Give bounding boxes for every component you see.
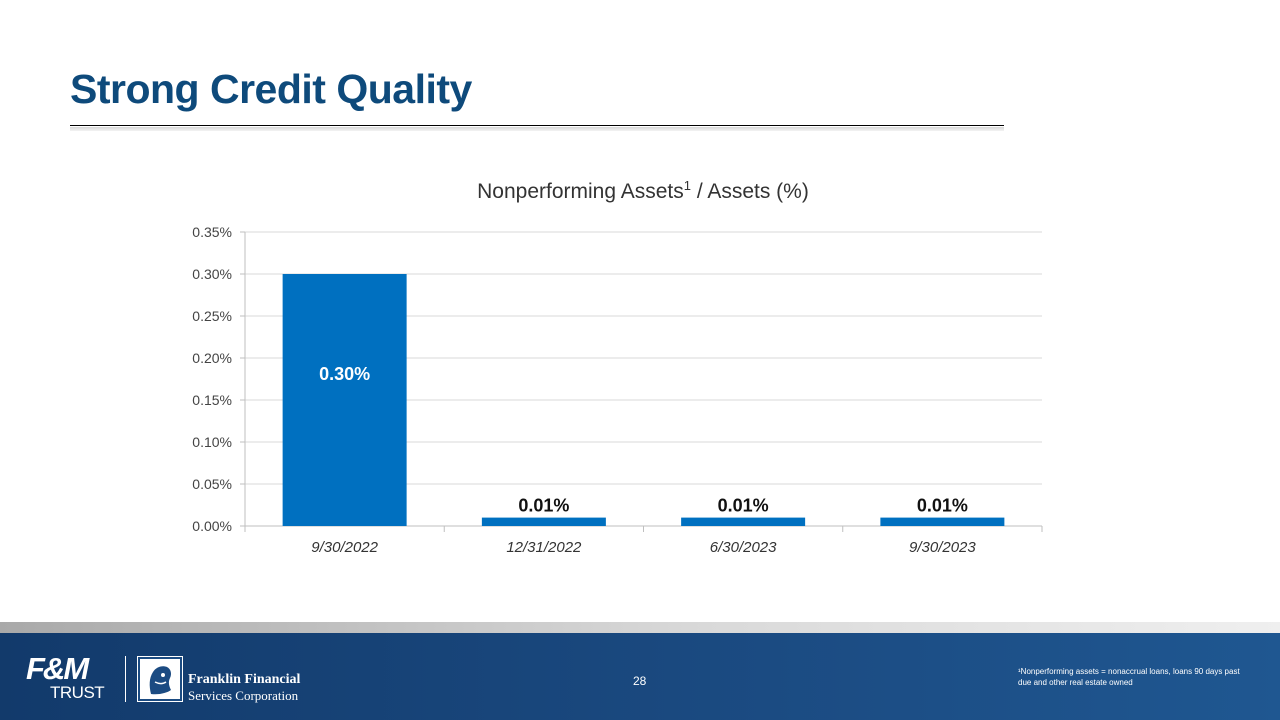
bar-12-31-2022 bbox=[481, 517, 606, 526]
ffsc-logo-text: Franklin Financial Services Corporation bbox=[188, 672, 300, 703]
y-tick-label: 0.15% bbox=[192, 392, 232, 408]
fm-trust-logo: F&M TRUST bbox=[26, 651, 116, 704]
y-tick-label: 0.10% bbox=[192, 434, 232, 450]
y-tick-label: 0.05% bbox=[192, 476, 232, 492]
footer-bar bbox=[0, 633, 1280, 720]
fm-logo-mark: F&M bbox=[26, 651, 89, 686]
data-label: 0.30% bbox=[319, 364, 370, 384]
title-underline bbox=[70, 125, 1004, 126]
data-label: 0.01% bbox=[917, 496, 968, 516]
data-label: 0.01% bbox=[518, 496, 569, 516]
page-title: Strong Credit Quality bbox=[70, 66, 472, 112]
title-underline-shadow bbox=[70, 127, 1004, 131]
ffsc-name-line1: Franklin Financial bbox=[188, 672, 301, 687]
x-tick-label: 9/30/2023 bbox=[909, 539, 976, 556]
bar-6-30-2023 bbox=[681, 517, 806, 526]
logo-divider bbox=[125, 656, 126, 702]
y-tick-label: 0.25% bbox=[192, 308, 232, 324]
ffsc-emblem-icon bbox=[137, 656, 183, 702]
bar-9-30-2022 bbox=[282, 274, 407, 526]
bar-9-30-2023 bbox=[880, 517, 1005, 526]
x-tick-label: 9/30/2022 bbox=[311, 539, 378, 556]
x-tick-label: 12/31/2022 bbox=[506, 539, 582, 556]
chart-title: Nonperforming Assets1 / Assets (%) bbox=[477, 178, 809, 203]
nonperforming-assets-chart: Nonperforming Assets1 / Assets (%) 0.00%… bbox=[192, 178, 1043, 556]
y-tick-label: 0.30% bbox=[192, 266, 232, 282]
fm-logo-trust: TRUST bbox=[50, 683, 105, 702]
data-label: 0.01% bbox=[718, 496, 769, 516]
y-tick-label: 0.20% bbox=[192, 350, 232, 366]
footnote: ¹Nonperforming assets = nonaccrual loans… bbox=[1018, 667, 1240, 687]
x-tick-label: 6/30/2023 bbox=[710, 539, 777, 556]
page-number: 28 bbox=[633, 674, 647, 688]
ffsc-name-line2: Services Corporation bbox=[188, 688, 299, 703]
y-tick-label: 0.00% bbox=[192, 518, 232, 534]
footer-grey-band bbox=[0, 622, 1280, 633]
y-tick-label: 0.35% bbox=[192, 224, 232, 240]
